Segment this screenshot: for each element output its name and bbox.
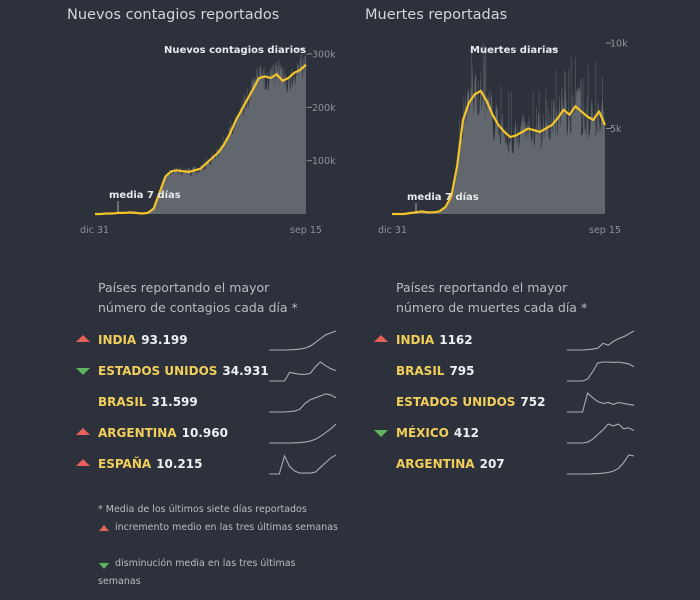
country-value: 34.931 bbox=[222, 364, 269, 378]
cases-line-label: media 7 días bbox=[109, 189, 181, 201]
deaths-bar-label: Muertes diarias bbox=[470, 45, 558, 56]
country-row: ARGENTINA 10.960 bbox=[98, 424, 228, 442]
cases-chart: 100k 200k 300k bbox=[95, 47, 336, 216]
sparkline-path bbox=[567, 361, 635, 382]
country-row: MÉXICO 412 bbox=[396, 424, 479, 442]
country-value: 207 bbox=[479, 457, 505, 471]
sparkline-path bbox=[567, 454, 635, 475]
daily-bars-area bbox=[392, 64, 605, 215]
sparkline-path bbox=[269, 423, 337, 444]
country-row: BRASIL 31.599 bbox=[98, 393, 198, 411]
y-tick-label: 100k bbox=[312, 156, 336, 167]
country-name: INDIA bbox=[396, 333, 435, 347]
sparkline bbox=[269, 423, 337, 444]
down-triangle-icon bbox=[76, 368, 90, 375]
up-triangle-icon bbox=[99, 525, 109, 531]
country-name: ESTADOS UNIDOS bbox=[396, 395, 516, 409]
cases-bar-label: Nuevos contagios diarios bbox=[164, 45, 306, 56]
deaths-x-tick-end: sep 15 bbox=[589, 225, 621, 236]
cases-x-tick-end: sep 15 bbox=[290, 225, 322, 236]
country-value: 412 bbox=[453, 426, 479, 440]
down-triangle-icon bbox=[99, 563, 109, 569]
down-note: disminución media en las tres últimas se… bbox=[98, 558, 296, 587]
sparkline bbox=[567, 361, 635, 382]
up-triangle-icon bbox=[76, 428, 90, 435]
subtitle-line: Países reportando el mayor bbox=[396, 280, 568, 295]
deaths-chart-title: Muertes reportadas bbox=[365, 7, 508, 23]
down-triangle-icon bbox=[374, 430, 388, 437]
deaths-line-label: media 7 días bbox=[407, 191, 479, 203]
sparkline bbox=[269, 393, 337, 413]
sparkline bbox=[269, 454, 337, 475]
country-value: 10.215 bbox=[156, 457, 203, 471]
up-triangle-icon bbox=[374, 335, 388, 342]
country-row: BRASIL 795 bbox=[396, 362, 475, 380]
country-value: 1162 bbox=[439, 333, 473, 347]
country-name: ARGENTINA bbox=[396, 457, 475, 471]
country-name: BRASIL bbox=[396, 364, 445, 378]
country-value: 795 bbox=[449, 364, 475, 378]
up-note: incremento medio en las tres últimas sem… bbox=[115, 522, 338, 533]
country-value: 752 bbox=[520, 395, 546, 409]
cases-chart-title: Nuevos contagios reportados bbox=[67, 7, 280, 23]
country-row: INDIA 1162 bbox=[396, 331, 473, 349]
country-name: ESTADOS UNIDOS bbox=[98, 364, 218, 378]
sparkline-path bbox=[269, 454, 337, 475]
country-value: 31.599 bbox=[151, 395, 198, 409]
sparkline-path bbox=[269, 330, 337, 351]
country-name: ARGENTINA bbox=[98, 426, 177, 440]
cases-list-subtitle: Países reportando el mayor número de con… bbox=[98, 278, 298, 318]
sparkline bbox=[567, 391, 635, 413]
up-triangle-icon bbox=[76, 459, 90, 466]
country-row: ESPAÑA 10.215 bbox=[98, 455, 202, 473]
sparkline-path bbox=[567, 423, 635, 444]
footnote: * Media de los últimos siete días report… bbox=[98, 504, 307, 515]
sparkline bbox=[567, 330, 635, 351]
sparkline bbox=[567, 423, 635, 444]
country-row: ESTADOS UNIDOS 752 bbox=[396, 393, 545, 411]
sparkline-path bbox=[269, 393, 337, 413]
subtitle-line: número de contagios cada día * bbox=[98, 300, 298, 315]
up-triangle-icon bbox=[76, 335, 90, 342]
cases-x-tick-start: dic 31 bbox=[80, 225, 109, 236]
country-value: 10.960 bbox=[181, 426, 228, 440]
country-value: 93.199 bbox=[141, 333, 188, 347]
sparkline-path bbox=[567, 391, 635, 413]
country-row: ESTADOS UNIDOS 34.931 bbox=[98, 362, 269, 380]
y-tick-label: 200k bbox=[312, 103, 336, 114]
seven-day-average-line bbox=[95, 63, 307, 216]
y-tick-label: 5k bbox=[610, 124, 622, 135]
y-tick-label: 300k bbox=[312, 50, 336, 61]
y-tick-label: 10k bbox=[610, 39, 628, 50]
country-name: INDIA bbox=[98, 333, 137, 347]
sparkline bbox=[269, 361, 337, 382]
country-name: MÉXICO bbox=[396, 426, 449, 440]
subtitle-line: Países reportando el mayor bbox=[98, 280, 270, 295]
country-name: ESPAÑA bbox=[98, 457, 152, 471]
subtitle-line: número de muertes cada día * bbox=[396, 300, 588, 315]
deaths-x-tick-start: dic 31 bbox=[378, 225, 407, 236]
deaths-list-subtitle: Países reportando el mayor número de mue… bbox=[396, 278, 587, 318]
sparkline-path bbox=[567, 330, 635, 351]
country-row: INDIA 93.199 bbox=[98, 331, 188, 349]
sparkline-path bbox=[269, 361, 337, 382]
country-name: BRASIL bbox=[98, 395, 147, 409]
country-row: ARGENTINA 207 bbox=[396, 455, 505, 473]
sparkline bbox=[567, 454, 635, 475]
deaths-chart: 5k 10k bbox=[392, 39, 628, 216]
sparkline bbox=[269, 330, 337, 351]
seven-day-average-line bbox=[392, 89, 607, 216]
